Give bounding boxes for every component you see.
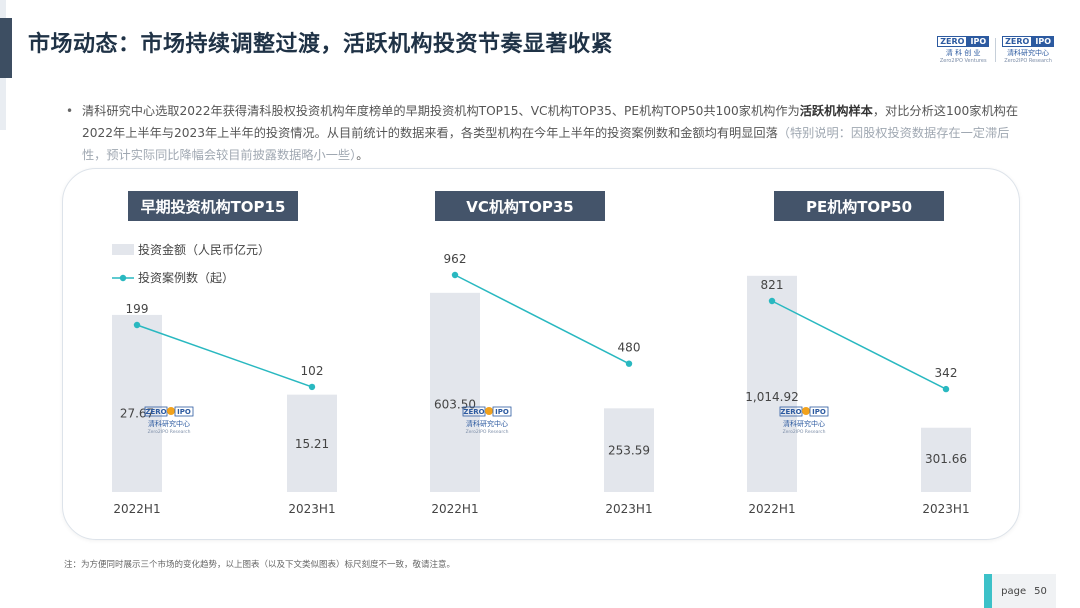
logo-group: ZERO IPO 清 科 创 业 Zero2IPO Ventures ZERO IP… [937,36,1054,64]
line-value-label: 342 [935,366,958,380]
bar [921,427,971,492]
bar [430,292,480,492]
watermark-sub: 清科研究中心 [466,419,508,428]
bar-value-label: 301.66 [925,452,967,466]
legend-line-label: 投资案例数（起） [138,270,234,285]
watermark-mark-box [462,406,486,417]
watermark-sub-en: Zero2IPO Research [148,429,191,435]
bar [747,275,797,492]
watermark-sub: 清科研究中心 [783,419,825,428]
watermark-mark-box [779,406,803,417]
logo-sub-en: Zero2IPO Ventures [939,58,987,64]
watermark-mark-ipo: IPO [495,408,509,416]
line-point [133,321,141,329]
bullet-marker: • [66,104,74,118]
watermark-mark-box [174,406,194,417]
x-tick-label: 2023H1 [922,502,969,516]
watermark-sub: 清科研究中心 [148,419,190,428]
line-value-label: 102 [301,364,324,378]
chart-title: VC机构TOP35 [466,198,573,216]
x-tick-label: 2023H1 [605,502,652,516]
bar-value-label: 603.50 [434,397,476,411]
logo-sub-text: 清科研究中心 [1007,49,1050,57]
watermark-sub-en: Zero2IPO Research [783,429,826,435]
series-line [136,324,313,388]
legend-bar-label: 投资金额（人民币亿元） [138,242,270,257]
intro-paragraph: 清科研究中心选取2022年获得清科股权投资机构年度榜单的早期投资机构TOP15、… [82,100,1022,166]
chart-title: PE机构TOP50 [806,198,912,216]
logo-mark-ipo: IPO [967,36,990,47]
x-tick-label: 2023H1 [288,502,335,516]
watermark-mark-ipo: IPO [177,408,191,416]
bar [604,408,654,492]
line-point [625,360,633,367]
bar [287,394,337,492]
bar-value-label: 15.21 [295,437,329,451]
intro-end: 。 [356,148,369,162]
logo-mark-zero: ZERO [937,36,968,47]
intro-note: （特别说明：因股权投资数据存在一定滞后性，预计实际同比降幅会较目前披露数据略小一… [82,126,1010,162]
watermark-mark-box [144,406,168,417]
logo-sub-text: 清 科 创 业 [945,49,981,57]
line-value-label: 962 [444,252,467,266]
line-point [451,271,459,279]
page-title: 市场动态：市场持续调整过渡，活跃机构投资节奏显著收紧 [28,32,614,57]
page-label: page [1001,585,1027,597]
watermark-sub-en: Zero2IPO Research [466,429,509,435]
line-value-label: 480 [618,341,641,355]
series-line [771,300,947,390]
watermark-two-mark [802,407,810,415]
watermark-mark-zero: ZERO [463,408,484,416]
title-accent-bar [0,18,12,78]
chart-panel [62,168,1020,540]
logo-mark-ipo: IPO [1032,36,1054,47]
intro-highlight: 活跃机构样本 [799,104,873,118]
chart-title-box [435,191,605,221]
x-tick-label: 2022H1 [431,502,478,516]
bar-value-label: 27.67 [120,407,154,421]
zero2ipo-research-logo: ZERO IPO 清科研究中心 Zero2IPO Research [1002,36,1054,64]
line-point [942,385,950,393]
watermark-mark-box [492,406,512,417]
zero2ipo-ventures-logo: ZERO IPO 清 科 创 业 Zero2IPO Ventures [937,36,990,64]
watermark-mark-zero: ZERO [780,408,801,416]
bar-value-label: 253.59 [608,443,650,457]
chart-title-box [128,191,298,221]
intro-text-2: ，对比分析这100家机构在2022年上半年与2023年上半年的投资情况。从目前统… [82,104,1019,140]
bar-value-label: 1,014.92 [745,390,798,404]
line-value-label: 821 [761,278,784,292]
x-tick-label: 2022H1 [748,502,795,516]
watermark-mark-ipo: IPO [812,408,826,416]
chart-title: 早期投资机构TOP15 [141,198,286,216]
logo-sub-en: Zero2IPO Research [1004,58,1052,64]
logo-mark-zero: ZERO [1002,36,1033,47]
legend-line-marker [119,274,127,282]
logo-divider [995,38,997,62]
watermark-two-mark [167,407,175,415]
page-number: 50 [1034,585,1047,597]
series-line [454,274,630,365]
page-number-box: page 50 [992,574,1056,608]
intro-text-1: 清科研究中心选取2022年获得清科股权投资机构年度榜单的早期投资机构TOP15、… [82,104,800,118]
line-point [308,383,316,391]
watermark-two-mark [485,407,493,415]
line-point [768,297,776,305]
footnote: 注：为方便同时展示三个市场的变化趋势，以上图表（以及下文类似图表）标尺刻度不一致… [64,560,456,570]
chart-title-box [774,191,944,221]
page-accent-bar [984,574,992,608]
watermark-mark-zero: ZERO [145,408,166,416]
bar [112,314,162,492]
line-value-label: 199 [126,302,149,316]
legend-bar-swatch [112,244,134,255]
watermark-mark-box [809,406,829,417]
x-tick-label: 2022H1 [113,502,160,516]
